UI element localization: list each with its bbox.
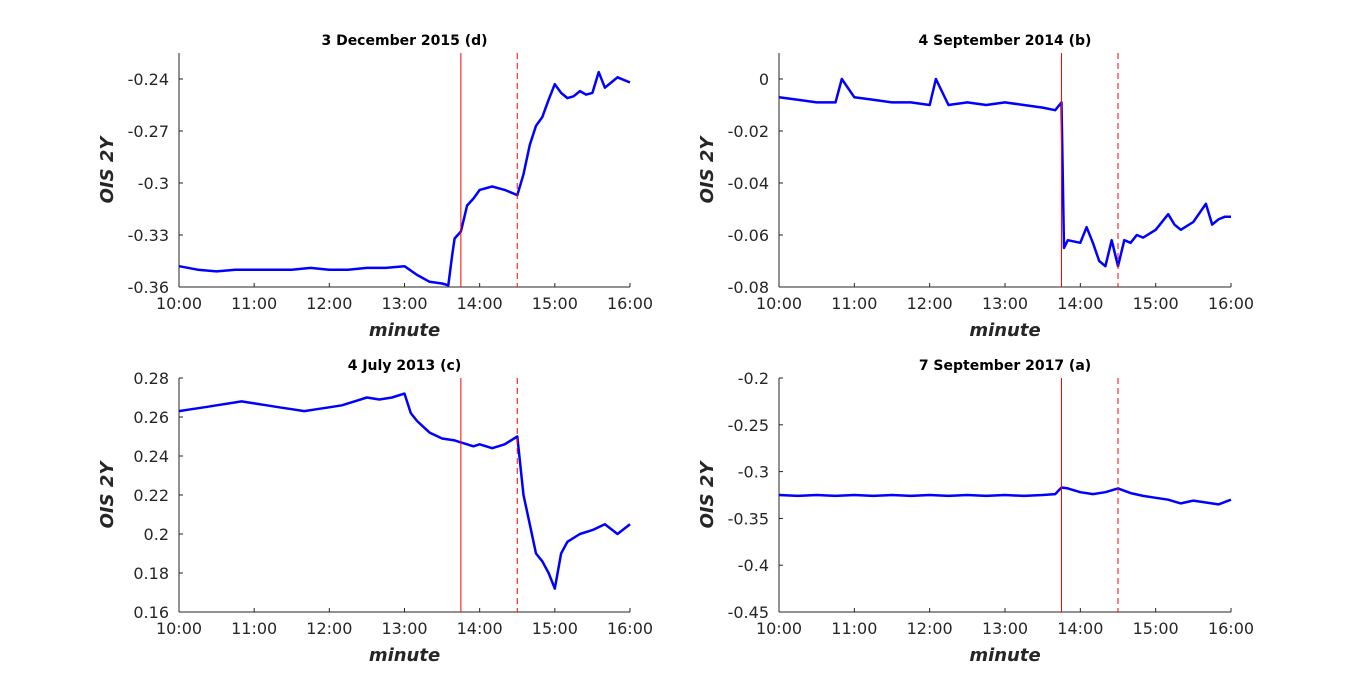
y-axis-label: OIS 2Y (97, 135, 118, 204)
y-tick-label: -0.2 (738, 369, 769, 388)
y-tick-label: 0.18 (133, 564, 169, 583)
x-tick-label: 12:00 (907, 619, 953, 638)
chart-panel-2: 4 July 2013 (c) 10:00 11:00 12:00 13:00 14:00… (97, 358, 653, 666)
x-tick-label: 14:00 (1057, 619, 1103, 638)
y-tick-label: -0.08 (728, 278, 769, 297)
x-tick-label: 15:00 (1133, 619, 1179, 638)
y-tick-label: -0.24 (128, 70, 169, 89)
y-tick-label: -0.36 (128, 278, 169, 297)
chart-title: 3 December 2015 (d) (321, 33, 487, 49)
x-tick-label: 11:00 (231, 294, 277, 313)
y-tick-label: 0.2 (144, 525, 169, 544)
x-tick-label: 14:00 (457, 294, 503, 313)
x-tick-label: 12:00 (306, 294, 352, 313)
chart-title: 4 July 2013 (c) (348, 358, 462, 374)
y-axis-label: OIS 2Y (97, 460, 118, 529)
x-tick-label: 11:00 (831, 294, 877, 313)
chart-panel-0: 3 December 2015 (d) 10:00 11:00 12:00 13:00 1… (97, 33, 653, 341)
x-axis-label: minute (369, 645, 440, 666)
x-tick-label: 16:00 (607, 294, 653, 313)
chart-panel-1: 4 September 2014 (b) 10:00 11:00 12:00 13:00… (697, 33, 1254, 341)
chart-title: 4 September 2014 (b) (919, 33, 1092, 49)
x-tick-label: 14:00 (1057, 294, 1103, 313)
x-tick-label: 13:00 (381, 619, 427, 638)
x-tick-label: 13:00 (982, 294, 1028, 313)
y-axis-label: OIS 2Y (697, 135, 718, 204)
y-tick-label: 0.28 (133, 369, 169, 388)
x-tick-label: 11:00 (231, 619, 277, 638)
y-tick-label: 0.22 (133, 486, 169, 505)
x-axis-label: minute (969, 320, 1040, 341)
y-tick-label: -0.3 (138, 174, 169, 193)
x-axis-label: minute (969, 645, 1040, 666)
series-line (778, 486, 1232, 506)
x-tick-label: 14:00 (457, 619, 503, 638)
chart-panel-3: 7 September 2017 (a) 10:00 11:00 12:00 13:00… (697, 358, 1254, 666)
y-tick-label: -0.25 (728, 416, 769, 435)
y-tick-label: -0.27 (128, 122, 169, 141)
y-tick-label: -0.02 (728, 122, 769, 141)
y-tick-label: -0.06 (728, 226, 769, 245)
x-tick-label: 12:00 (306, 619, 352, 638)
x-tick-label: 15:00 (532, 294, 578, 313)
chart-title: 7 September 2017 (a) (919, 358, 1091, 374)
x-tick-label: 11:00 (831, 619, 877, 638)
x-tick-label: 16:00 (1208, 294, 1254, 313)
x-tick-label: 15:00 (532, 619, 578, 638)
x-tick-label: 10:00 (156, 294, 202, 313)
series-line (778, 77, 1231, 268)
y-tick-label: -0.45 (728, 603, 769, 622)
x-tick-label: 13:00 (381, 294, 427, 313)
y-tick-label: -0.33 (128, 226, 169, 245)
y-axis-label: OIS 2Y (697, 460, 718, 529)
y-tick-label: -0.04 (728, 174, 769, 193)
x-tick-label: 16:00 (1208, 619, 1254, 638)
y-tick-label: 0 (759, 70, 769, 89)
x-tick-label: 10:00 (756, 294, 802, 313)
x-axis-label: minute (369, 320, 440, 341)
y-tick-label: -0.35 (728, 509, 769, 528)
y-tick-label: -0.3 (738, 463, 769, 482)
x-tick-label: 15:00 (1133, 294, 1179, 313)
x-tick-label: 16:00 (607, 619, 653, 638)
series-line (178, 392, 631, 590)
x-tick-label: 10:00 (756, 619, 802, 638)
y-tick-label: -0.4 (738, 556, 769, 575)
series-line (178, 70, 631, 287)
x-tick-label: 10:00 (156, 619, 202, 638)
y-tick-label: 0.24 (133, 447, 169, 466)
x-tick-label: 13:00 (982, 619, 1028, 638)
x-tick-label: 12:00 (907, 294, 953, 313)
y-tick-label: 0.16 (133, 603, 169, 622)
y-tick-label: 0.26 (133, 408, 169, 427)
